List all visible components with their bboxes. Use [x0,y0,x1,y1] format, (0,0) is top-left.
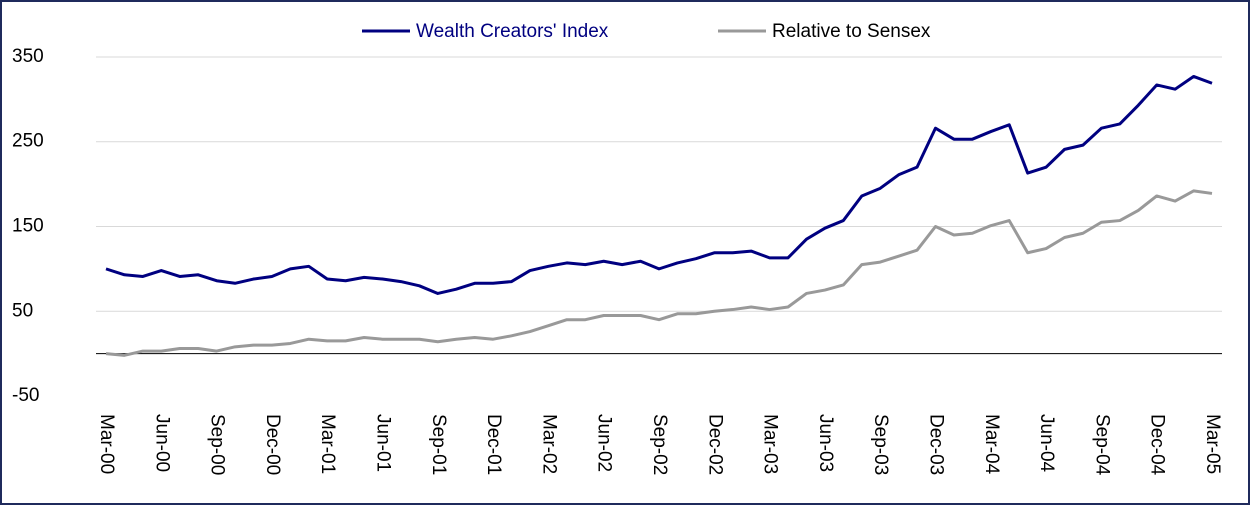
x-tick-label: Mar-05 [1202,414,1223,474]
x-tick-label: Sep-00 [207,414,228,475]
x-tick-label: Mar-00 [96,414,117,474]
y-tick-label: -50 [12,385,39,406]
x-tick-label: Dec-00 [262,414,283,475]
y-tick-label: 50 [12,300,33,321]
x-tick-label: Sep-04 [1091,414,1112,476]
x-tick-label: Mar-04 [981,414,1002,475]
x-tick-label: Sep-01 [428,414,449,475]
x-tick-label: Sep-02 [649,414,670,475]
x-tick-label: Jun-03 [815,414,836,472]
x-tick-label: Jun-00 [151,414,172,472]
x-tick-label: Dec-03 [925,414,946,475]
x-tick-label: Sep-03 [870,414,891,475]
x-tick-label: Dec-02 [704,414,725,475]
y-tick-label: 250 [12,131,44,152]
y-tick-label: 350 [12,46,44,67]
x-tick-label: Mar-03 [760,414,781,474]
series-line [105,189,1213,357]
x-tick-label: Dec-04 [1147,414,1168,476]
legend-label: Relative to Sensex [772,21,931,42]
x-tick-label: Mar-02 [538,414,559,474]
x-tick-label: Jun-02 [594,414,615,472]
x-tick-label: Dec-01 [483,414,504,475]
y-tick-label: 150 [12,216,44,237]
x-tick-label: Jun-01 [372,414,393,472]
series-line [105,74,1213,295]
x-tick-label: Jun-04 [1036,414,1057,473]
x-tick-label: Mar-01 [317,414,338,474]
legend-label: Wealth Creators' Index [416,21,609,42]
